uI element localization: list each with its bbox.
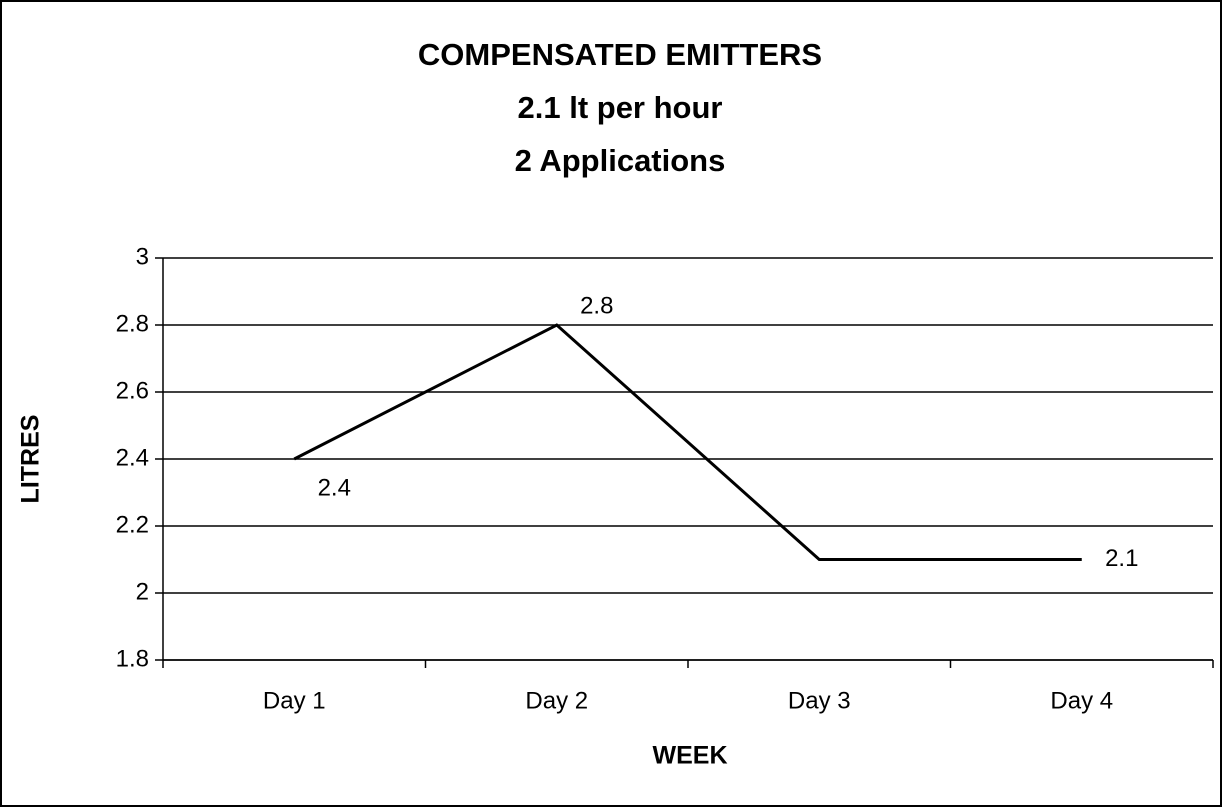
y-tick-label: 2.2: [116, 511, 149, 538]
y-tick-label: 1.8: [116, 645, 149, 672]
x-axis-title: WEEK: [653, 742, 728, 770]
data-label: 2.8: [580, 292, 613, 319]
chart-title: COMPENSATED EMITTERS: [418, 37, 822, 72]
y-tick-label: 2.8: [116, 310, 149, 337]
y-axis-title: LITRES: [17, 415, 45, 504]
x-tick-label: Day 3: [788, 687, 851, 714]
x-tick-label: Day 4: [1050, 687, 1113, 714]
chart-title: 2.1 lt per hour: [518, 90, 723, 125]
x-tick-label: Day 1: [263, 687, 326, 714]
data-label: 2.4: [318, 474, 351, 501]
data-label: 2.1: [1105, 545, 1138, 572]
y-tick-label: 2: [136, 578, 149, 605]
y-tick-label: 2.6: [116, 377, 149, 404]
line-series: [293, 323, 1082, 561]
y-tick-label: 3: [136, 243, 149, 270]
x-tick-label: Day 2: [525, 687, 588, 714]
y-tick-label: 2.4: [116, 444, 149, 471]
chart-title: 2 Applications: [515, 143, 726, 178]
